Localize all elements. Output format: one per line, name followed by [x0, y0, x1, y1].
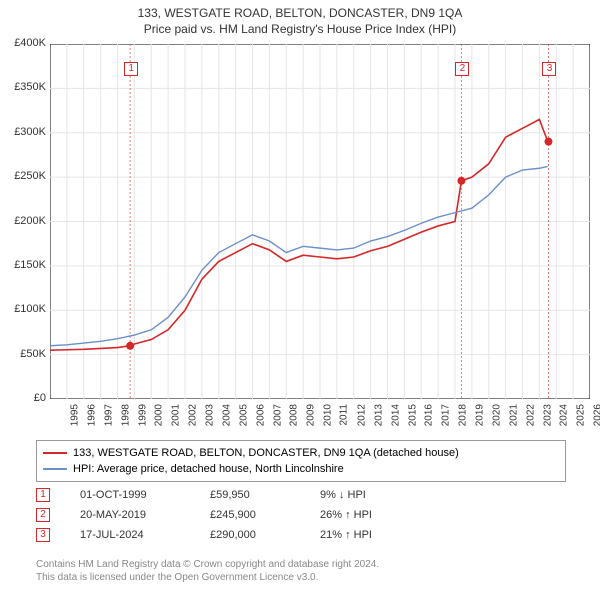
x-axis-label: 2024 [559, 404, 570, 426]
x-axis-label: 2011 [339, 404, 350, 426]
y-axis-label: £350K [2, 81, 46, 93]
y-axis-label: £150K [2, 259, 46, 271]
chart-svg [50, 44, 590, 399]
y-axis-label: £200K [2, 215, 46, 227]
x-axis-label: 2008 [289, 404, 300, 426]
x-axis-label: 2006 [255, 404, 266, 426]
x-axis-label: 2002 [187, 404, 198, 426]
y-axis-label: £300K [2, 126, 46, 138]
x-axis-label: 2023 [542, 404, 553, 426]
y-axis-label: £0 [2, 392, 46, 404]
legend-swatch [43, 468, 67, 470]
event-marker-3: 3 [542, 62, 556, 76]
x-axis-label: 2025 [576, 404, 587, 426]
event-date: 17-JUL-2024 [80, 529, 180, 541]
chart-subtitle: Price paid vs. HM Land Registry's House … [0, 20, 600, 36]
footer: Contains HM Land Registry data © Crown c… [36, 558, 379, 584]
x-axis-label: 2016 [424, 404, 435, 426]
event-price: £290,000 [210, 529, 290, 541]
y-axis-label: £100K [2, 303, 46, 315]
footer-line2: This data is licensed under the Open Gov… [36, 571, 379, 584]
event-marker-1: 1 [124, 62, 138, 76]
x-axis-label: 2015 [407, 404, 418, 426]
event-number: 2 [36, 508, 50, 522]
chart-title: 133, WESTGATE ROAD, BELTON, DONCASTER, D… [0, 0, 600, 20]
event-price: £59,950 [210, 489, 290, 501]
event-diff: 9% ↓ HPI [320, 489, 410, 501]
x-axis-label: 2021 [508, 404, 519, 426]
x-axis-label: 1999 [137, 404, 148, 426]
y-axis-label: £250K [2, 170, 46, 182]
x-axis-label: 2001 [171, 404, 182, 426]
legend-swatch [43, 452, 67, 454]
x-axis-label: 2017 [441, 404, 452, 426]
x-axis-label: 2003 [204, 404, 215, 426]
x-axis-label: 2005 [238, 404, 249, 426]
x-axis-label: 2009 [306, 404, 317, 426]
x-axis-label: 2020 [491, 404, 502, 426]
x-axis-label: 2000 [154, 404, 165, 426]
chart-container: 133, WESTGATE ROAD, BELTON, DONCASTER, D… [0, 0, 600, 590]
x-axis-label: 2012 [356, 404, 367, 426]
x-axis-label: 2010 [322, 404, 333, 426]
y-axis-label: £400K [2, 37, 46, 49]
x-axis-label: 1997 [103, 404, 114, 426]
x-axis-label: 2013 [373, 404, 384, 426]
event-price: £245,900 [210, 509, 290, 521]
legend-item: 133, WESTGATE ROAD, BELTON, DONCASTER, D… [43, 445, 559, 461]
x-axis-label: 1996 [86, 404, 97, 426]
event-row: 2 20-MAY-2019 £245,900 26% ↑ HPI [36, 505, 410, 525]
x-axis-label: 2019 [474, 404, 485, 426]
x-axis-label: 2014 [390, 404, 401, 426]
legend-item: HPI: Average price, detached house, Nort… [43, 461, 559, 477]
x-axis-label: 2007 [272, 404, 283, 426]
x-axis-label: 2026 [592, 404, 600, 426]
event-date: 01-OCT-1999 [80, 489, 180, 501]
x-axis-label: 1998 [120, 404, 131, 426]
event-diff: 21% ↑ HPI [320, 529, 410, 541]
x-axis-label: 1995 [69, 404, 80, 426]
footer-line1: Contains HM Land Registry data © Crown c… [36, 558, 379, 571]
event-diff: 26% ↑ HPI [320, 509, 410, 521]
event-date: 20-MAY-2019 [80, 509, 180, 521]
x-axis-label: 2018 [457, 404, 468, 426]
legend-label: HPI: Average price, detached house, Nort… [73, 463, 344, 475]
event-row: 1 01-OCT-1999 £59,950 9% ↓ HPI [36, 485, 410, 505]
x-axis-label: 2022 [525, 404, 536, 426]
event-marker-2: 2 [455, 62, 469, 76]
x-axis-label: 2004 [221, 404, 232, 426]
legend: 133, WESTGATE ROAD, BELTON, DONCASTER, D… [36, 440, 566, 482]
event-number: 1 [36, 488, 50, 502]
events-table: 1 01-OCT-1999 £59,950 9% ↓ HPI 2 20-MAY-2019 £… [36, 485, 410, 545]
event-row: 3 17-JUL-2024 £290,000 21% ↑ HPI [36, 525, 410, 545]
y-axis-label: £50K [2, 348, 46, 360]
event-number: 3 [36, 528, 50, 542]
legend-label: 133, WESTGATE ROAD, BELTON, DONCASTER, D… [73, 447, 459, 459]
chart-area: £0£50K£100K£150K£200K£250K£300K£350K£400… [50, 44, 590, 399]
